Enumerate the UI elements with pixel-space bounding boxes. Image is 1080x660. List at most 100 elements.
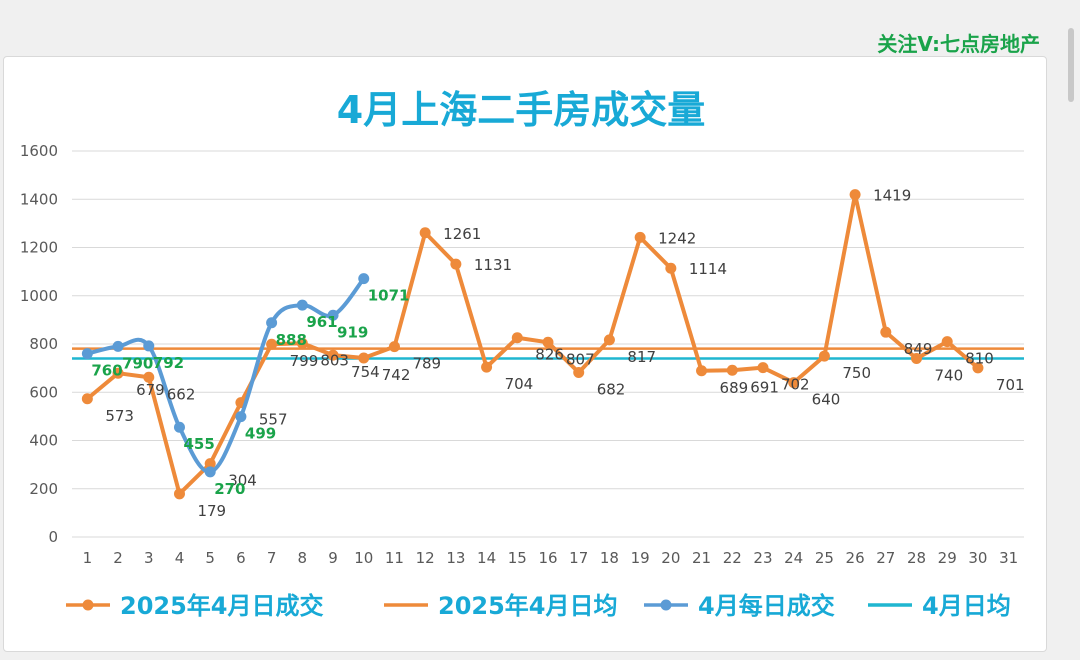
series-0-point — [818, 350, 830, 362]
data-label: 573 — [105, 407, 134, 425]
y-tick-label: 1400 — [20, 190, 58, 208]
average-lines-layer — [72, 347, 1024, 360]
series-0-point — [112, 367, 124, 379]
series-2-point — [81, 348, 93, 360]
data-label: 792 — [153, 354, 184, 372]
series-0-point — [573, 366, 585, 378]
data-label: 1131 — [474, 256, 512, 274]
data-label: 689 — [720, 379, 749, 397]
series-0-point — [81, 393, 93, 405]
series-2-point — [327, 309, 339, 321]
x-tick-label: 19 — [631, 549, 650, 567]
series-0-point — [327, 349, 339, 361]
chart-svg: 4月上海二手房成交量 0 200 400 600 800 1000 1200 1400 1600… — [20, 88, 1025, 620]
data-label: 789 — [412, 355, 441, 373]
x-tick-label: 3 — [144, 549, 154, 567]
x-tick-label: 7 — [267, 549, 277, 567]
watermark-text: 关注V:七点房地产 — [877, 32, 1040, 56]
x-tick-label: 13 — [446, 549, 465, 567]
data-label: 1419 — [873, 187, 911, 205]
x-tick-label: 24 — [784, 549, 803, 567]
data-label: 810 — [965, 350, 994, 368]
series-0-point — [266, 338, 278, 350]
x-tick-label: 21 — [692, 549, 711, 567]
series-2-point — [235, 411, 247, 423]
data-label: 826 — [535, 346, 564, 364]
x-tick-label: 20 — [661, 549, 680, 567]
series-0-point — [542, 336, 554, 348]
data-label: 1071 — [368, 287, 410, 305]
series-0-point — [511, 332, 523, 344]
x-tick-label: 10 — [354, 549, 373, 567]
series-2-point — [358, 273, 370, 285]
x-tick-label: 14 — [477, 549, 496, 567]
series-0-point — [634, 231, 646, 243]
series-0-point — [972, 362, 984, 374]
data-label: 704 — [505, 375, 534, 393]
x-tick-label: 29 — [938, 549, 957, 567]
data-label: 701 — [996, 376, 1025, 394]
x-tick-label: 6 — [236, 549, 246, 567]
data-label: 754 — [351, 363, 380, 381]
x-tick-label: 5 — [205, 549, 215, 567]
series-0-point — [849, 189, 861, 201]
data-label: 662 — [167, 385, 196, 403]
data-label: 742 — [382, 366, 411, 384]
series-0-point — [665, 262, 677, 274]
y-tick-label: 600 — [29, 383, 58, 401]
x-tick-label: 17 — [569, 549, 588, 567]
x-tick-label: 8 — [298, 549, 308, 567]
chart-card: 4月上海二手房成交量 0 200 400 600 800 1000 1200 1400 1600… — [3, 56, 1047, 652]
data-label: 179 — [197, 502, 226, 520]
series-2-point — [204, 466, 216, 478]
data-label: 849 — [904, 340, 933, 358]
x-tick-label: 9 — [328, 549, 338, 567]
scrollbar[interactable] — [1068, 28, 1074, 102]
data-label: 817 — [627, 348, 656, 366]
series-2-point — [266, 317, 278, 329]
series-0-point — [481, 361, 493, 373]
series-0-point — [726, 364, 738, 376]
x-tick-label: 27 — [876, 549, 895, 567]
series-0-point — [788, 377, 800, 389]
y-tick-label: 0 — [48, 528, 58, 546]
x-tick-label: 12 — [416, 549, 435, 567]
x-tick-label: 16 — [538, 549, 557, 567]
legend-label-1: 2025年4月日均 — [438, 592, 618, 620]
data-label: 640 — [812, 391, 841, 409]
series-0-point — [880, 326, 892, 338]
y-tick-label: 400 — [29, 432, 58, 450]
data-label: 803 — [320, 351, 349, 369]
data-label: 1261 — [443, 225, 481, 243]
legend-label-2: 4月每日成交 — [698, 592, 835, 620]
series-line-2 — [85, 276, 366, 474]
legend-marker-0 — [82, 599, 94, 611]
data-label: 304 — [228, 472, 257, 490]
x-tick-label: 18 — [600, 549, 619, 567]
x-tick-label: 1 — [83, 549, 93, 567]
data-label: 790 — [122, 354, 153, 372]
data-label: 455 — [183, 435, 214, 453]
x-tick-label: 23 — [753, 549, 772, 567]
series-0-point — [358, 352, 370, 364]
chart-title: 4月上海二手房成交量 — [337, 88, 705, 132]
legend-label-3: 4月日均 — [922, 592, 1011, 620]
data-label: 270 — [214, 480, 245, 498]
series-line-0 — [85, 192, 980, 496]
series-0-point — [419, 227, 431, 239]
x-tick-label: 30 — [968, 549, 987, 567]
data-label: 961 — [306, 313, 337, 331]
y-tick-label: 200 — [29, 480, 58, 498]
data-label: 499 — [245, 425, 276, 443]
series-2-point — [173, 421, 185, 433]
series-0-point — [450, 258, 462, 270]
data-label: 682 — [597, 380, 626, 398]
x-tick-label: 11 — [385, 549, 404, 567]
series-2-point — [296, 299, 308, 311]
x-tick-label: 4 — [175, 549, 185, 567]
series-layer — [81, 189, 984, 500]
series-0-point — [696, 365, 708, 377]
legend: 2025年4月日成交 2025年4月日均 4月每日成交 4月日均 — [66, 592, 1011, 620]
x-tick-label: 25 — [815, 549, 834, 567]
